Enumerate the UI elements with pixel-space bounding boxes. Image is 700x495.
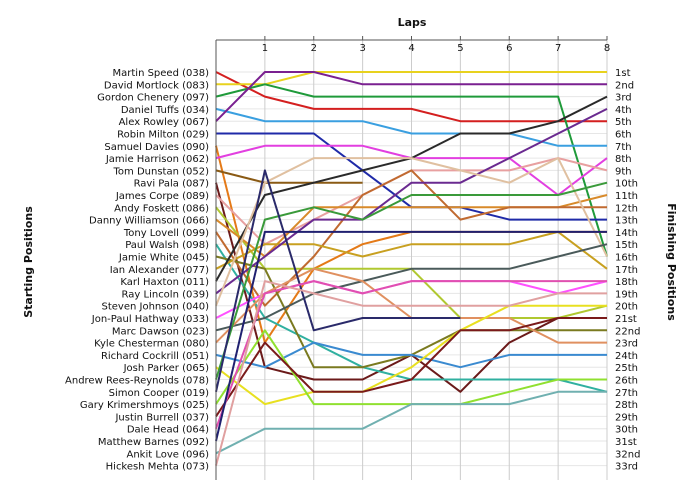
series-line	[215, 169, 363, 184]
series-line	[215, 181, 608, 380]
finishing-label: 16th	[615, 253, 638, 264]
series-line	[215, 390, 607, 455]
finishing-label: 11th	[615, 191, 638, 202]
lap-tick-label: 8	[604, 43, 610, 54]
series-line	[215, 108, 608, 295]
finishing-label: 6th	[615, 130, 632, 141]
series-line	[216, 71, 607, 86]
starting-label: Tony Lovell (099)	[123, 228, 209, 239]
starting-label: Robin Milton (029)	[117, 130, 209, 141]
starting-label: Jamie Harrison (062)	[105, 154, 209, 165]
series-line	[215, 169, 461, 393]
finishing-label: 25th	[615, 363, 638, 374]
finishing-label: 18th	[615, 277, 638, 288]
starting-label: Justin Burrell (037)	[114, 412, 209, 423]
series-line	[215, 71, 607, 122]
finishing-label: 2nd	[615, 80, 634, 91]
series-line	[215, 157, 608, 307]
series-line	[215, 71, 607, 123]
starting-label: Ian Alexander (077)	[110, 265, 209, 276]
starting-label: Alex Rowley (067)	[119, 117, 210, 128]
starting-label: Kyle Chesterman (080)	[94, 339, 209, 350]
starting-label: Ray Lincoln (039)	[122, 289, 210, 300]
finishing-label: 10th	[615, 179, 638, 190]
finishing-label: 20th	[615, 302, 638, 313]
series-line	[215, 304, 607, 406]
finishing-label: 3rd	[615, 93, 632, 104]
series-line	[215, 230, 607, 442]
finishing-label: 33rd	[615, 462, 638, 473]
series-line	[215, 243, 608, 332]
starting-label: Karl Haxton (011)	[120, 277, 209, 288]
finishing-label: 28th	[615, 400, 638, 411]
series-line	[215, 83, 608, 257]
y-axis-left-title: Starting Positions	[22, 206, 35, 318]
starting-label: Jon-Paul Hathway (033)	[91, 314, 209, 325]
starting-label: Daniel Tuffs (034)	[121, 105, 209, 116]
starting-position-labels: Martin Speed (038)David Mortlock (083) Go…	[65, 68, 209, 473]
starting-label: Marc Dawson (023)	[112, 326, 209, 337]
lap-tick-label: 7	[555, 43, 561, 54]
y-axis-right-title: Finishing Positions	[665, 203, 678, 321]
series-line	[215, 317, 607, 417]
starting-label: Andy Foskett (086)	[114, 203, 209, 214]
starting-label: Jamie White (045)	[118, 253, 209, 264]
finishing-label: 26th	[615, 376, 638, 387]
finishing-label: 21st	[615, 314, 637, 325]
series-line	[215, 280, 607, 430]
finishing-label: 7th	[615, 142, 632, 153]
finishing-label: 19th	[615, 289, 638, 300]
starting-label: Paul Walsh (098)	[125, 240, 209, 251]
lap-tick-label: 6	[506, 43, 512, 54]
starting-label: Richard Cockrill (051)	[101, 351, 209, 362]
finishing-label: 30th	[615, 425, 638, 436]
starting-label: Danny Williamson (066)	[89, 216, 209, 227]
lap-tick-label: 1	[262, 43, 268, 54]
finishing-label: 9th	[615, 166, 632, 177]
finishing-label: 24th	[615, 351, 638, 362]
starting-label: Tom Dunstan (052)	[113, 166, 210, 177]
lap-tick-label: 4	[408, 43, 414, 54]
finishing-label: 5th	[615, 117, 632, 128]
starting-label: Hickesh Mehta (073)	[106, 462, 209, 473]
finishing-label: 17th	[615, 265, 638, 276]
starting-label: Andrew Rees-Reynolds (078)	[65, 376, 209, 387]
starting-label: Matthew Barnes (092)	[98, 437, 209, 448]
starting-label: Dale Head (064)	[127, 425, 209, 436]
finishing-label: 4th	[615, 105, 632, 116]
finishing-label: 15th	[615, 240, 638, 251]
series-line	[215, 280, 607, 466]
starting-label: Ankit Love (096)	[127, 449, 210, 460]
starting-label: Ravi Pala (087)	[134, 179, 210, 190]
finishing-label: 31st	[615, 437, 637, 448]
x-axis-title: Laps	[398, 16, 427, 29]
finishing-label: 27th	[615, 388, 638, 399]
starting-label: Gordon Chenery (097)	[97, 93, 209, 104]
finishing-label: 23rd	[615, 339, 638, 350]
finishing-label: 8th	[615, 154, 632, 165]
starting-label: Samuel Davies (090)	[104, 142, 209, 153]
series-lines	[215, 71, 608, 466]
finishing-label: 13th	[615, 216, 638, 227]
finishing-label: 12th	[615, 203, 638, 214]
starting-label: David Mortlock (083)	[104, 80, 209, 91]
starting-label: Gary Krimershmoys (025)	[80, 400, 209, 411]
starting-label: Martin Speed (038)	[113, 68, 210, 79]
lap-tick-label: 5	[457, 43, 463, 54]
starting-label: Simon Cooper (019)	[109, 388, 209, 399]
finishing-label: 1st	[615, 68, 631, 79]
starting-label: James Corpe (089)	[115, 191, 209, 202]
finishing-label: 32nd	[615, 449, 640, 460]
finishing-label: 29th	[615, 412, 638, 423]
starting-label: Steven Johnson (040)	[102, 302, 210, 313]
lap-tick-labels: 1 2 3 4 5 6 7 8	[262, 36, 610, 54]
finishing-label: 14th	[615, 228, 638, 239]
finishing-label: 22nd	[615, 326, 640, 337]
lap-tick-label: 2	[311, 43, 317, 54]
starting-label: Josh Parker (065)	[123, 363, 209, 374]
lap-tick-label: 3	[359, 43, 365, 54]
